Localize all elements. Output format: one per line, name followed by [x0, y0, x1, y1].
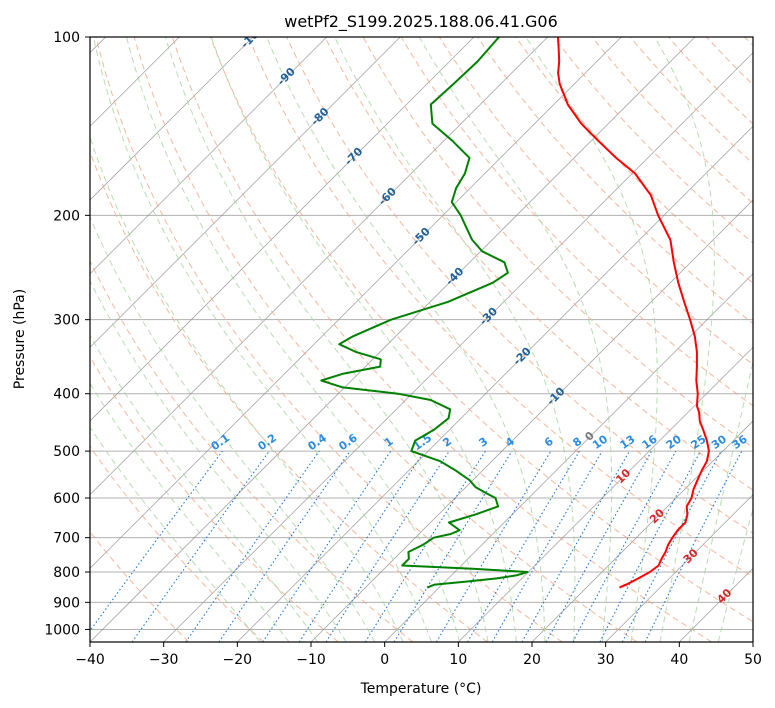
mixing-ratio-line	[218, 450, 351, 642]
dry-adiabat-line	[515, 37, 753, 284]
mixing-ratio-line	[262, 450, 392, 642]
moist-adiabat-line	[164, 37, 489, 642]
mixing-ratio-line	[644, 450, 743, 642]
moist-adiabat-line	[90, 334, 319, 642]
isotherm-line	[90, 37, 548, 496]
moist-adiabat-line	[334, 37, 576, 642]
isotherm-line	[237, 125, 753, 642]
mixing-ratio-line	[298, 450, 425, 642]
moist-adiabat-line	[654, 37, 715, 642]
dry-adiabat-line	[171, 37, 712, 642]
mixing-ratio-line	[521, 450, 630, 642]
isotherm-line	[605, 494, 753, 642]
moist-adiabat-line	[126, 37, 461, 642]
mixing-ratio-line	[90, 450, 223, 632]
mixing-ratio-line	[131, 450, 270, 642]
x-tick-label: −40	[75, 652, 105, 668]
moist-adiabat-line	[418, 37, 613, 642]
isotherm-line	[531, 420, 753, 642]
mixing-ratio-line	[572, 450, 677, 642]
moist-adiabat-line	[266, 37, 546, 642]
y-tick-label: 400	[53, 387, 80, 403]
isotherm-line	[458, 346, 753, 642]
x-tick-label: 30	[597, 652, 615, 668]
y-tick-label: 100	[53, 30, 80, 46]
dry-adiabat-line	[95, 37, 563, 642]
isotherm-line	[90, 37, 254, 201]
isotherm-line	[90, 37, 622, 569]
isotherm-line	[384, 273, 753, 642]
plot-frame	[89, 36, 754, 643]
x-tick-label: 0	[380, 652, 389, 668]
mixing-ratio-line	[325, 450, 450, 642]
mixing-ratio-line	[185, 450, 320, 642]
dry-adiabat-line	[90, 356, 339, 642]
moist-adiabat-line	[717, 506, 753, 642]
dry-adiabat-line	[324, 37, 753, 491]
dewpoint-profile-line	[320, 37, 529, 589]
dry-adiabat-line	[90, 445, 264, 642]
moist-adiabat-line	[90, 426, 261, 642]
background-lines	[90, 37, 753, 642]
isotherm-line	[90, 37, 327, 275]
x-tick-label: 10	[449, 652, 467, 668]
y-tick-label: 200	[53, 208, 80, 224]
mixing-ratio-line	[545, 450, 653, 642]
chart-title: wetPf2_S199.2025.188.06.41.G06	[284, 12, 558, 32]
moist-adiabat-line	[210, 37, 517, 642]
moist-adiabat-line	[90, 382, 290, 642]
dry-adiabat-line	[90, 259, 414, 642]
mixing-ratio-line	[393, 450, 513, 642]
y-tick-label: 1000	[44, 622, 80, 638]
moist-adiabat-line	[92, 37, 432, 642]
moist-adiabat-line	[90, 215, 376, 642]
y-tick-label: 300	[53, 313, 80, 329]
y-tick-label: 500	[53, 444, 80, 460]
isotherm-line	[90, 37, 401, 348]
x-tick-label: 20	[523, 652, 541, 668]
moist-adiabat-line	[90, 135, 404, 642]
x-tick-label: −10	[296, 652, 326, 668]
temperature-profile-line	[557, 37, 710, 589]
series-layer	[320, 37, 710, 589]
moist-adiabat-line	[688, 358, 753, 642]
y-tick-label: 800	[53, 565, 80, 581]
x-axis-title: Temperature (°C)	[360, 681, 482, 697]
x-tick-label: 40	[670, 652, 688, 668]
y-axis-title: Pressure (hPa)	[12, 289, 28, 389]
dry-adiabat-line	[210, 37, 753, 623]
y-tick-label: 700	[53, 531, 80, 547]
moist-adiabat-line	[525, 37, 658, 642]
x-tick-label: −20	[223, 652, 253, 668]
y-tick-label: 900	[53, 595, 80, 611]
dry-adiabat-line	[286, 37, 753, 534]
dry-adiabat-line	[248, 37, 753, 578]
isotherm-line	[163, 52, 753, 642]
axes: −40 −30 −20 −10 0 10 20 30 40 50 100 200 300 400 500 60…	[44, 30, 762, 668]
x-tick-label: 50	[744, 652, 762, 668]
isotherm-line	[90, 37, 475, 422]
x-tick-label: −30	[149, 652, 179, 668]
y-tick-label: 600	[53, 491, 80, 507]
